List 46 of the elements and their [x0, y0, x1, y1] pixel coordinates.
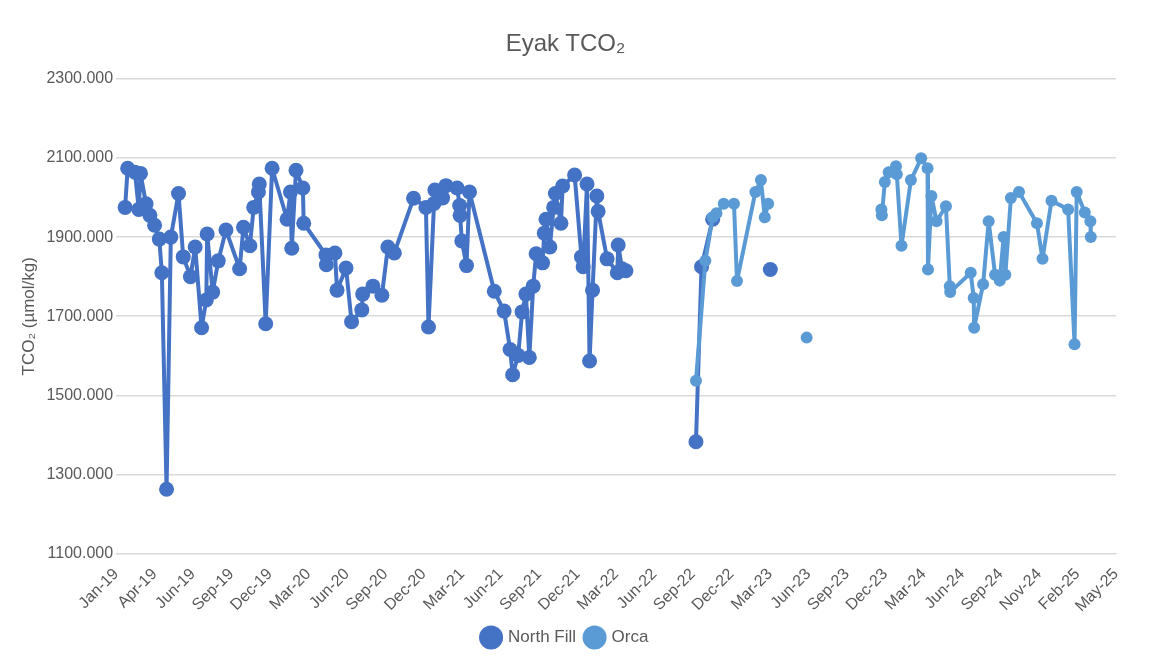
point	[717, 197, 730, 210]
point	[977, 278, 990, 291]
chart-title: Eyak TCO₂	[505, 29, 626, 57]
point	[1078, 206, 1091, 219]
point	[1070, 185, 1083, 198]
point	[921, 263, 934, 276]
point	[1045, 194, 1058, 207]
point	[904, 174, 917, 187]
point	[800, 331, 813, 344]
y-tick-label: 1900.000	[46, 227, 114, 245]
point	[1084, 215, 1097, 228]
y-tick-label: 2100.000	[46, 148, 114, 166]
y-tick-label: 1300.000	[46, 464, 114, 482]
point	[749, 185, 762, 198]
point	[968, 321, 981, 334]
point	[728, 197, 740, 210]
point	[890, 168, 903, 181]
point	[1068, 338, 1081, 351]
point	[982, 215, 995, 228]
y-axis-title: TCO₂ (µmol/kg)	[18, 257, 38, 376]
point	[921, 162, 934, 175]
point	[710, 207, 723, 220]
point	[967, 292, 980, 305]
legend-label: Orca	[611, 627, 649, 647]
point	[1036, 252, 1049, 265]
y-tick-label: 1500.000	[46, 385, 114, 403]
point	[878, 176, 891, 189]
point	[699, 254, 712, 267]
point	[939, 200, 952, 213]
point	[925, 189, 938, 202]
y-tick-label: 1700.000	[46, 306, 114, 324]
point	[754, 174, 767, 187]
point	[964, 266, 977, 279]
point	[1004, 191, 1017, 204]
point	[758, 211, 771, 224]
point	[915, 152, 928, 165]
point	[1030, 217, 1043, 230]
point	[730, 275, 743, 288]
point	[895, 239, 908, 252]
point	[689, 374, 702, 387]
point	[1013, 185, 1025, 198]
point	[1062, 203, 1075, 216]
y-tick-label: 2300.000	[46, 69, 114, 87]
legend-label: North Fill	[508, 627, 577, 647]
point	[1084, 231, 1097, 244]
y-tick-label: 1100.000	[47, 544, 114, 562]
